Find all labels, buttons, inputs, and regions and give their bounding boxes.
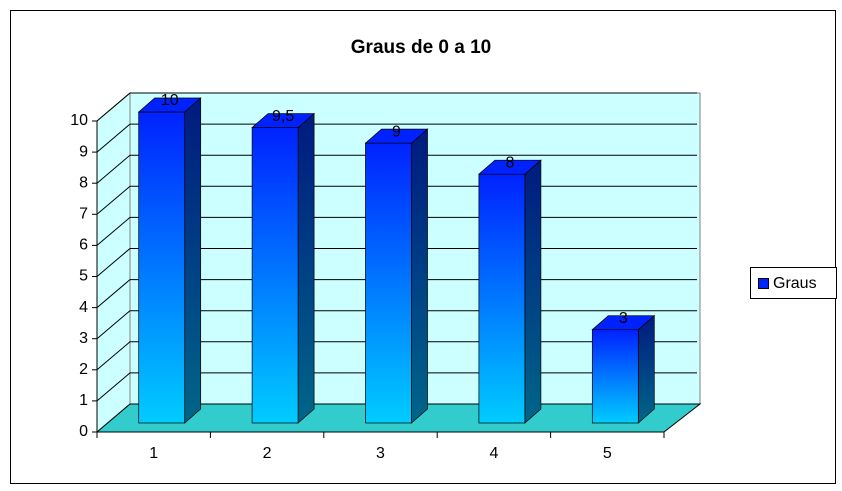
- y-tick-label: 5: [79, 268, 88, 285]
- bar: [591, 329, 639, 424]
- y-tick-label: 4: [79, 299, 88, 316]
- value-label: 9,5: [272, 108, 294, 125]
- bar: [251, 127, 299, 424]
- x-tick-label: 4: [489, 445, 498, 462]
- value-label: 8: [505, 154, 514, 171]
- grid-line: [96, 123, 697, 153]
- legend-label: Graus: [773, 275, 817, 292]
- grid-line: [96, 154, 697, 184]
- bar-top: [591, 315, 656, 331]
- x-tick-label: 1: [149, 445, 158, 462]
- legend-swatch: [758, 278, 769, 289]
- bar-top: [364, 128, 429, 144]
- x-tick-label: 3: [376, 445, 385, 462]
- y-tick-label: 10: [70, 112, 88, 129]
- value-label: 9: [392, 123, 401, 140]
- bar-top: [477, 159, 542, 175]
- bar: [138, 111, 186, 424]
- bar-side: [637, 314, 655, 424]
- bar-top: [137, 97, 202, 113]
- bar: [365, 142, 412, 424]
- bar-side: [411, 128, 428, 424]
- y-tick-label: 0: [79, 423, 88, 440]
- x-tick-label: 2: [263, 445, 272, 462]
- chart-title: Graus de 0 a 10: [351, 37, 491, 58]
- y-tick-label: 2: [79, 361, 88, 378]
- y-tick-label: 3: [79, 330, 88, 347]
- bar-side: [184, 97, 202, 424]
- value-label: 10: [161, 92, 179, 109]
- y-tick-label: 7: [79, 206, 88, 223]
- y-tick-label: 8: [79, 174, 88, 191]
- bar-side: [524, 159, 542, 424]
- y-tick-label: 9: [79, 143, 88, 160]
- bar-top: [251, 113, 316, 128]
- y-tick-label: 1: [79, 392, 88, 409]
- x-tick-label: 5: [603, 445, 612, 462]
- grid-line: [96, 92, 697, 122]
- bar-side: [297, 112, 315, 424]
- value-label: 3: [619, 310, 628, 327]
- bar: [478, 173, 526, 424]
- y-tick-label: 6: [79, 237, 88, 254]
